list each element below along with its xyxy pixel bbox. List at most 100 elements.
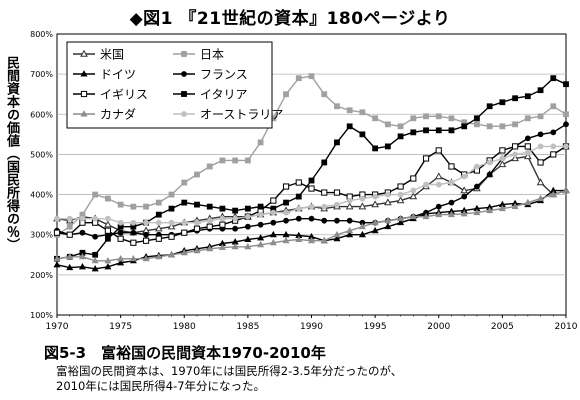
data-point xyxy=(346,217,353,224)
legend-label: イギリス xyxy=(100,88,148,102)
data-point xyxy=(435,147,442,154)
data-point xyxy=(167,222,176,230)
legend-entry: ドイツ xyxy=(73,68,136,82)
legend-entry: イギリス xyxy=(73,88,148,102)
data-point xyxy=(295,75,302,82)
data-point xyxy=(117,201,124,208)
y-tick-label: 400% xyxy=(30,191,53,200)
data-point xyxy=(397,183,404,190)
data-point xyxy=(550,151,557,158)
data-point xyxy=(321,203,328,210)
data-point xyxy=(358,230,366,238)
data-point xyxy=(334,217,340,224)
data-point xyxy=(308,185,315,192)
data-point xyxy=(269,230,277,238)
data-point xyxy=(244,223,251,230)
data-point xyxy=(283,217,289,224)
data-point xyxy=(244,242,252,250)
data-point xyxy=(384,191,391,198)
data-point xyxy=(333,230,341,238)
data-point xyxy=(423,127,429,134)
data-point xyxy=(142,254,150,262)
data-point xyxy=(397,214,405,222)
data-point xyxy=(244,205,251,212)
data-point xyxy=(92,233,99,240)
data-point xyxy=(474,183,480,190)
data-point xyxy=(563,111,569,118)
data-point xyxy=(512,95,518,102)
y-tick-label: 300% xyxy=(30,231,53,240)
data-point xyxy=(206,163,213,170)
data-point xyxy=(321,217,328,224)
data-point xyxy=(410,175,417,182)
data-point xyxy=(180,248,188,256)
data-point xyxy=(397,123,404,130)
data-point xyxy=(181,229,188,236)
y-tick-label: 800% xyxy=(30,30,53,39)
series-2 xyxy=(54,73,569,238)
data-point xyxy=(231,242,239,250)
data-point xyxy=(524,93,531,100)
data-point xyxy=(524,143,531,150)
data-point xyxy=(511,154,519,162)
data-point xyxy=(550,143,557,150)
figure-caption-title: 図5-3 富裕国の民間資本1970-2010年 xyxy=(44,344,326,362)
data-point xyxy=(219,215,226,222)
data-point xyxy=(563,81,569,88)
data-point xyxy=(550,103,557,110)
data-point xyxy=(257,221,264,228)
data-point xyxy=(295,179,302,186)
data-point xyxy=(563,121,569,128)
data-point xyxy=(206,223,213,230)
data-point xyxy=(486,123,493,130)
data-point xyxy=(409,192,418,200)
data-point xyxy=(498,160,507,168)
data-point xyxy=(345,202,354,210)
data-point xyxy=(334,103,340,110)
data-point xyxy=(270,197,277,204)
data-point xyxy=(423,113,429,120)
data-point xyxy=(461,173,468,180)
data-point xyxy=(244,157,251,164)
data-point xyxy=(257,234,265,241)
data-point xyxy=(486,159,493,166)
data-point xyxy=(562,186,570,194)
data-point xyxy=(168,191,175,198)
data-point xyxy=(537,131,544,138)
data-point xyxy=(232,225,239,232)
data-point xyxy=(79,229,86,236)
data-point xyxy=(66,223,73,230)
data-point xyxy=(334,201,340,208)
data-point xyxy=(422,212,430,220)
legend-swatch-marker xyxy=(181,51,187,57)
data-point xyxy=(283,199,289,206)
legend-swatch-marker xyxy=(80,110,88,117)
data-point xyxy=(473,208,481,216)
data-point xyxy=(512,143,519,150)
data-point xyxy=(410,115,417,122)
data-point xyxy=(92,215,99,222)
y-tick-label: 200% xyxy=(30,271,53,280)
data-point xyxy=(206,217,213,224)
data-point xyxy=(371,218,379,226)
data-point xyxy=(346,123,353,130)
data-point xyxy=(66,215,73,222)
data-point xyxy=(549,190,557,198)
data-point xyxy=(523,152,532,160)
data-point xyxy=(295,215,302,222)
y-axis-label: 民間資本の価値（国民所得の％） xyxy=(4,56,19,251)
data-point xyxy=(321,91,328,98)
data-point xyxy=(537,194,545,202)
data-point xyxy=(181,219,188,226)
data-point xyxy=(270,219,277,226)
data-point xyxy=(194,171,200,178)
data-point xyxy=(53,229,61,236)
legend-swatch-marker xyxy=(80,49,88,57)
data-point xyxy=(511,202,519,210)
data-point xyxy=(384,222,392,230)
data-point xyxy=(117,258,125,266)
data-point xyxy=(104,220,112,228)
data-point xyxy=(79,215,86,222)
data-point xyxy=(53,261,61,268)
data-point xyxy=(358,202,367,210)
